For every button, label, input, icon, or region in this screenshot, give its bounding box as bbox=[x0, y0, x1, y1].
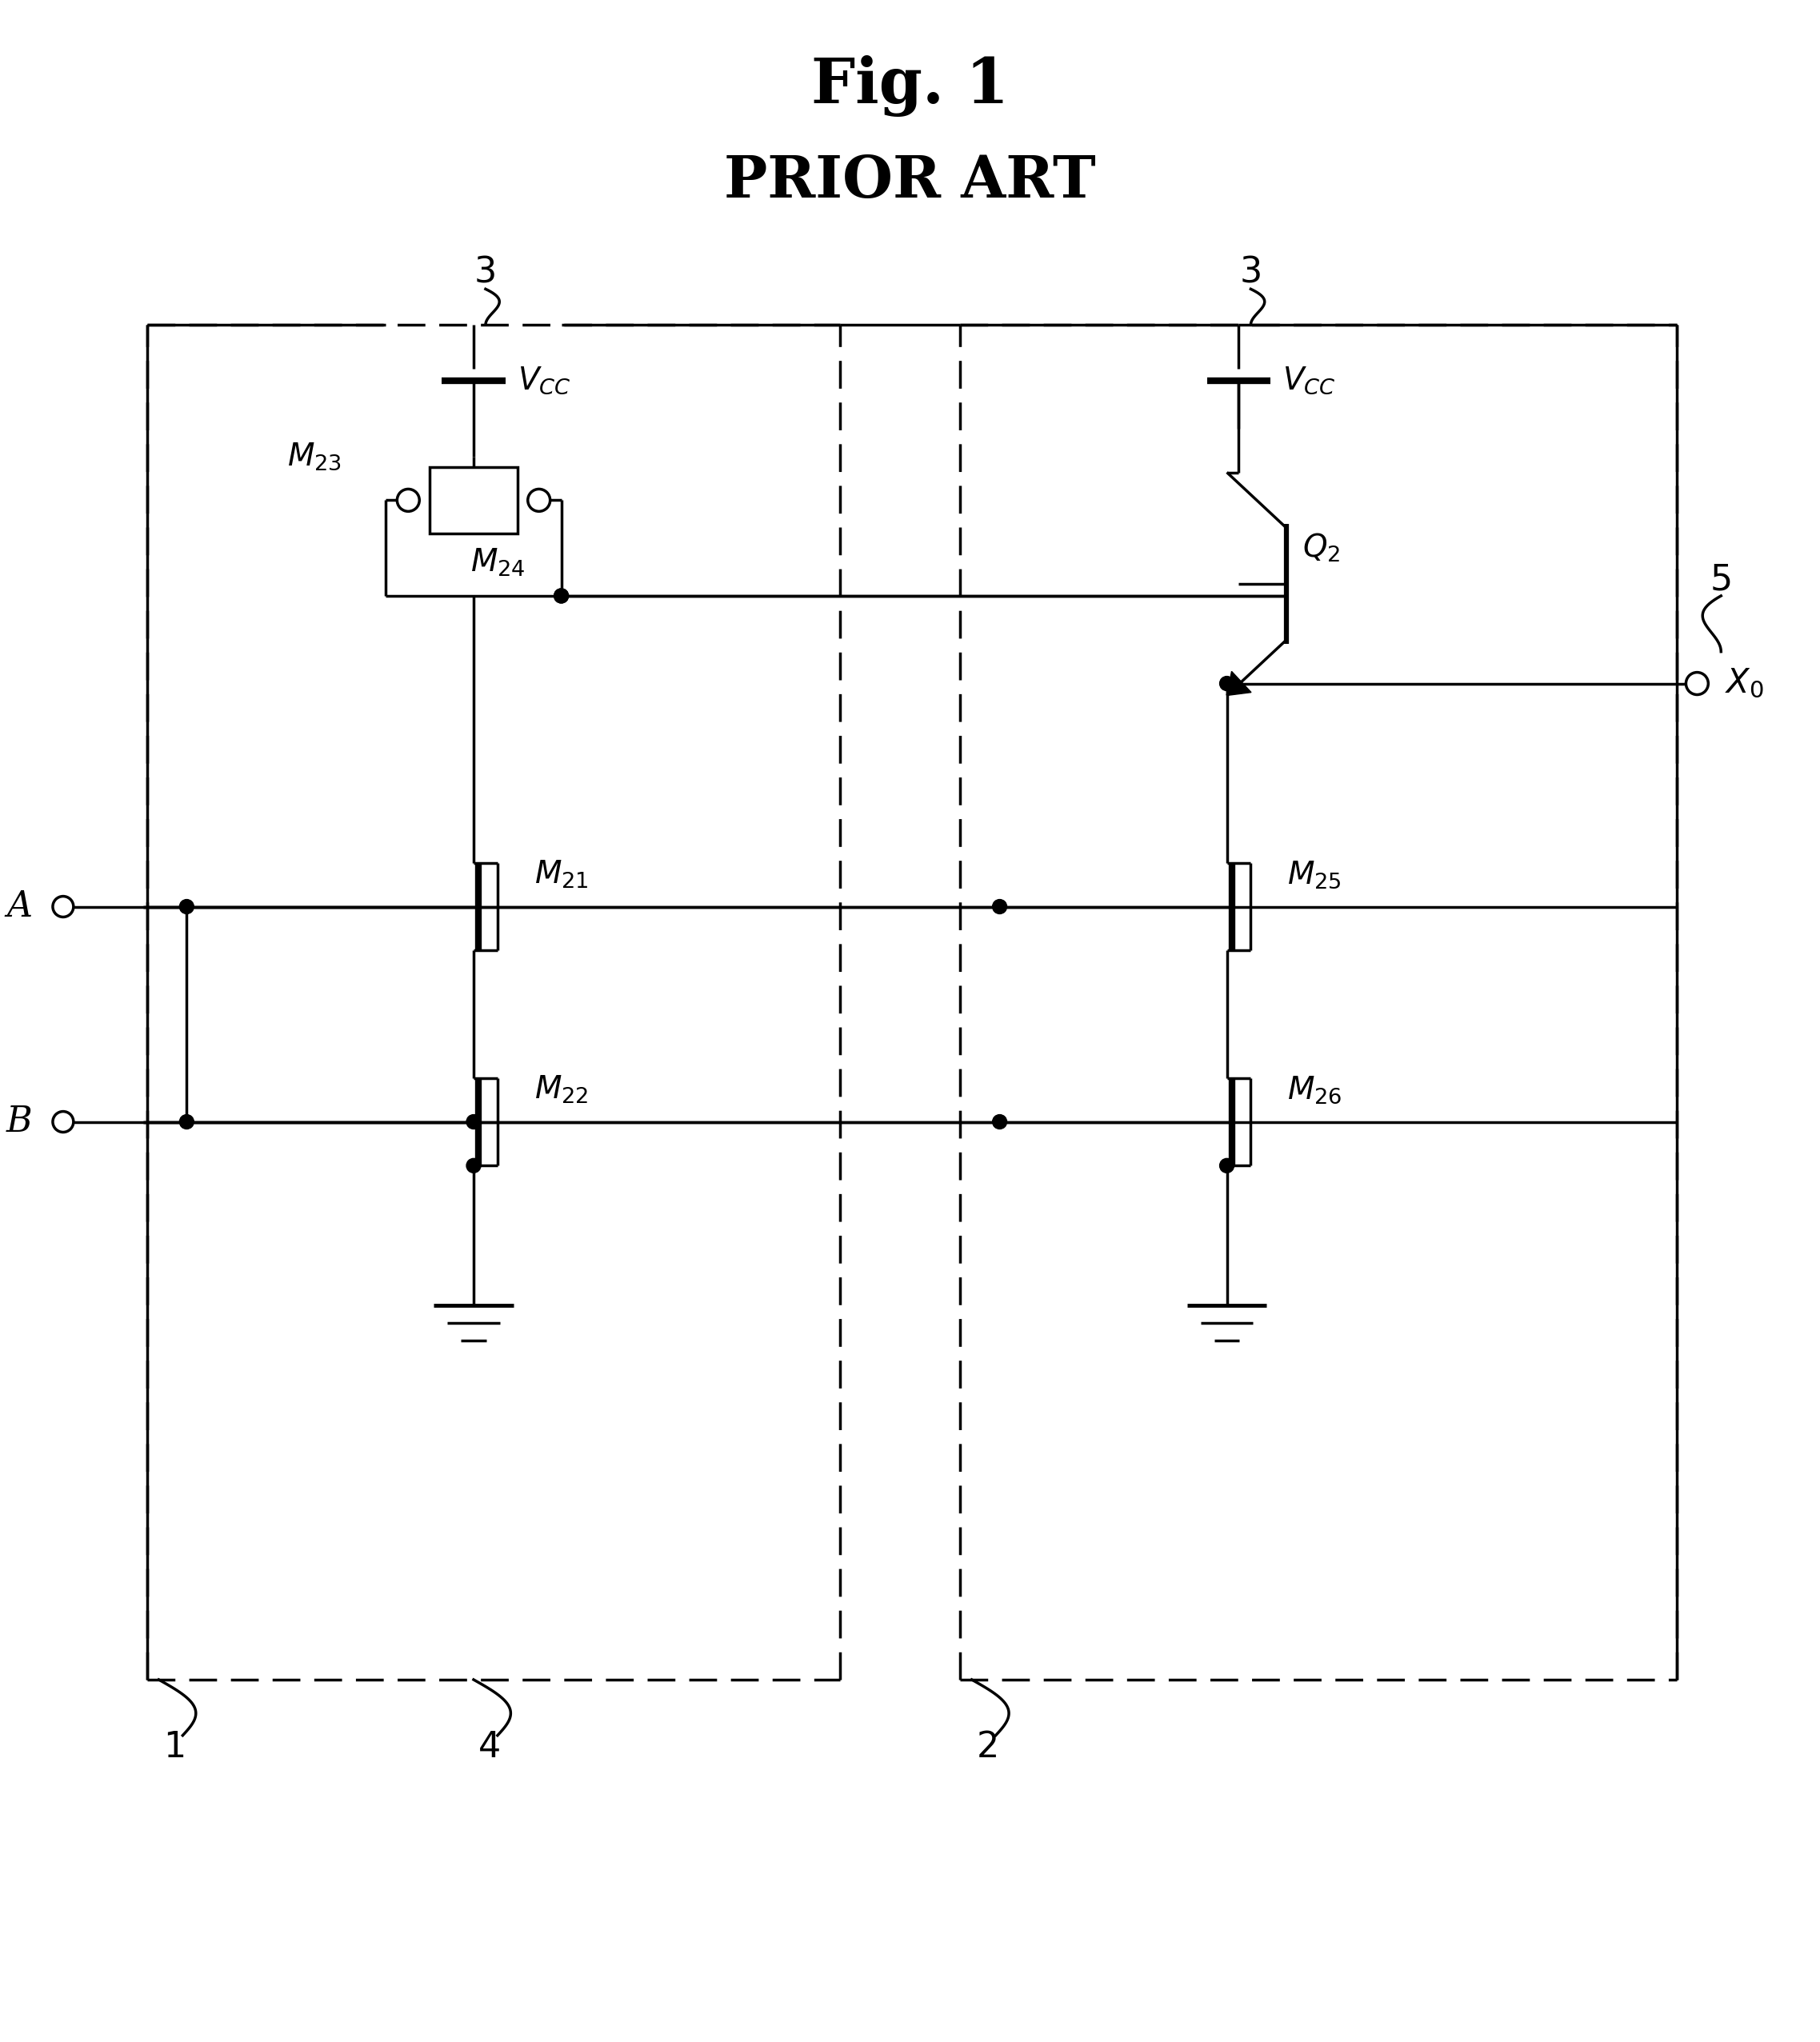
Circle shape bbox=[992, 1115, 1006, 1129]
Circle shape bbox=[466, 1115, 480, 1129]
Text: $V_{CC}$: $V_{CC}$ bbox=[1283, 366, 1336, 396]
Circle shape bbox=[553, 588, 568, 602]
Text: 3: 3 bbox=[1239, 255, 1261, 290]
Text: $M_{24}$: $M_{24}$ bbox=[470, 547, 524, 578]
Text: Fig. 1: Fig. 1 bbox=[812, 55, 1008, 116]
Polygon shape bbox=[1227, 672, 1250, 696]
Circle shape bbox=[53, 1111, 73, 1131]
Text: $M_{25}$: $M_{25}$ bbox=[1287, 860, 1341, 890]
Text: 5: 5 bbox=[1709, 564, 1733, 596]
Circle shape bbox=[1219, 1158, 1234, 1172]
Circle shape bbox=[180, 1115, 195, 1129]
Text: $M_{22}$: $M_{22}$ bbox=[535, 1074, 588, 1105]
Circle shape bbox=[180, 898, 195, 915]
Text: A: A bbox=[7, 890, 33, 923]
Circle shape bbox=[466, 1158, 480, 1172]
Text: $M_{23}$: $M_{23}$ bbox=[288, 441, 342, 472]
Circle shape bbox=[53, 896, 73, 917]
Circle shape bbox=[553, 588, 568, 602]
Text: 4: 4 bbox=[479, 1730, 501, 1764]
Circle shape bbox=[1685, 672, 1709, 694]
Text: 2: 2 bbox=[976, 1730, 999, 1764]
Text: $Q_2$: $Q_2$ bbox=[1303, 531, 1340, 564]
Text: $X_0$: $X_0$ bbox=[1725, 666, 1764, 700]
Circle shape bbox=[528, 490, 550, 510]
Circle shape bbox=[397, 490, 419, 510]
Text: $M_{21}$: $M_{21}$ bbox=[535, 860, 588, 890]
Text: B: B bbox=[5, 1105, 33, 1139]
Circle shape bbox=[992, 898, 1006, 915]
Text: 3: 3 bbox=[475, 255, 497, 290]
Circle shape bbox=[1219, 676, 1234, 690]
Text: 1: 1 bbox=[164, 1730, 186, 1764]
Text: PRIOR ART: PRIOR ART bbox=[724, 153, 1096, 210]
Text: $V_{CC}$: $V_{CC}$ bbox=[517, 366, 571, 396]
Bar bbox=[430, 468, 517, 533]
Text: $M_{26}$: $M_{26}$ bbox=[1287, 1074, 1341, 1105]
